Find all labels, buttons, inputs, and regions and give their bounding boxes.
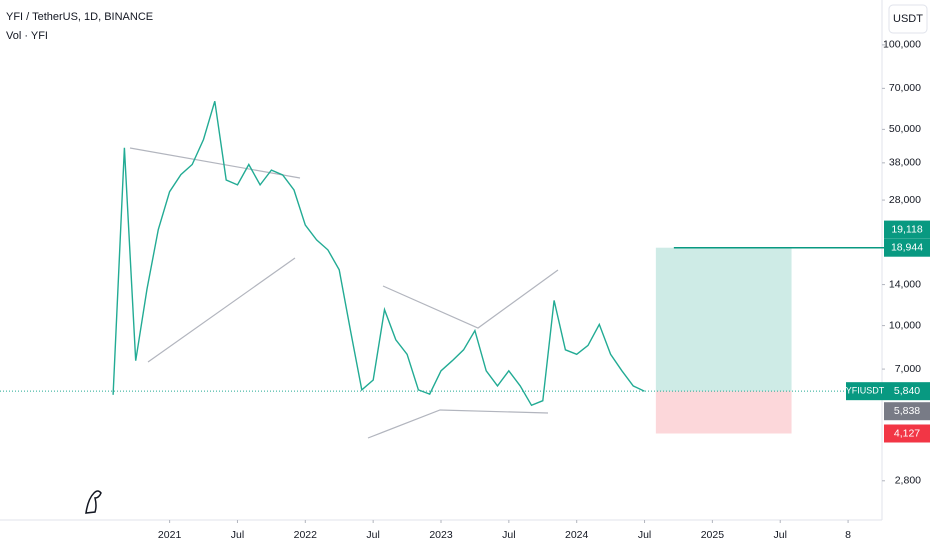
x-tick-label: 2024 bbox=[565, 529, 589, 541]
price-tag-box bbox=[884, 382, 930, 401]
y-tick-label: 50,000 bbox=[889, 123, 921, 135]
y-tick-label: 28,000 bbox=[889, 194, 921, 206]
y-tick-label: 70,000 bbox=[889, 82, 921, 94]
price-tag-box bbox=[884, 220, 930, 239]
x-tick-label: Jul bbox=[231, 529, 244, 541]
price-tag-label: 19,118 bbox=[891, 223, 922, 235]
currency-button[interactable] bbox=[888, 4, 928, 34]
price-tag: 19,118 bbox=[884, 220, 930, 239]
indicator-label: Vol · YFI bbox=[6, 30, 48, 42]
x-tick-label: 8 bbox=[845, 529, 851, 541]
trend-lines bbox=[129, 147, 559, 439]
price-tag-label: 5,840 bbox=[894, 385, 920, 397]
price-tag: 4,127 bbox=[884, 424, 930, 443]
y-tick-label: 38,000 bbox=[889, 157, 921, 169]
trend-line bbox=[382, 269, 559, 329]
currency[interactable]: USDT bbox=[893, 13, 923, 25]
y-tick-label: 7,000 bbox=[895, 363, 921, 375]
logo bbox=[85, 490, 102, 514]
x-tick-label: 2021 bbox=[158, 529, 182, 541]
y-tick-label: 2,800 bbox=[895, 475, 921, 487]
symbol-tag-box bbox=[846, 382, 884, 401]
price-tag-box bbox=[884, 402, 930, 421]
trend-line bbox=[367, 409, 549, 439]
x-tick-label: Jul bbox=[366, 529, 379, 541]
x-tick-label: Jul bbox=[638, 529, 651, 541]
trend-line bbox=[147, 257, 296, 363]
x-tick-label: 2025 bbox=[701, 529, 725, 541]
price-tag-box bbox=[884, 424, 930, 443]
price-tag-label: 5,838 bbox=[894, 405, 920, 417]
price-tag-label: 18,944 bbox=[891, 241, 923, 253]
price-tag: 18,944 bbox=[884, 238, 930, 257]
y-tick-label: 10,000 bbox=[889, 319, 921, 331]
price-tag-label: 4,127 bbox=[894, 427, 920, 439]
x-tick-label: Jul bbox=[502, 529, 515, 541]
chart-title: YFI / TetherUS, 1D, BINANCE bbox=[6, 11, 153, 23]
loss-zone bbox=[655, 391, 792, 434]
price-tag: 5,840 YFIUSDT bbox=[846, 382, 930, 401]
price-line bbox=[112, 101, 645, 407]
y-tick-label: 14,000 bbox=[889, 278, 921, 290]
price-tag: 5,838 bbox=[884, 402, 930, 421]
x-tick-label: 2023 bbox=[429, 529, 453, 541]
x-tick-label: Jul bbox=[774, 529, 787, 541]
profit-zone bbox=[655, 247, 792, 392]
x-tick-label: 2022 bbox=[294, 529, 318, 541]
trend-line bbox=[129, 147, 301, 179]
y-tick-label: 100,000 bbox=[883, 39, 921, 51]
symbol-tag: YFIUSDT bbox=[846, 386, 885, 396]
price-tag-box bbox=[884, 238, 930, 257]
